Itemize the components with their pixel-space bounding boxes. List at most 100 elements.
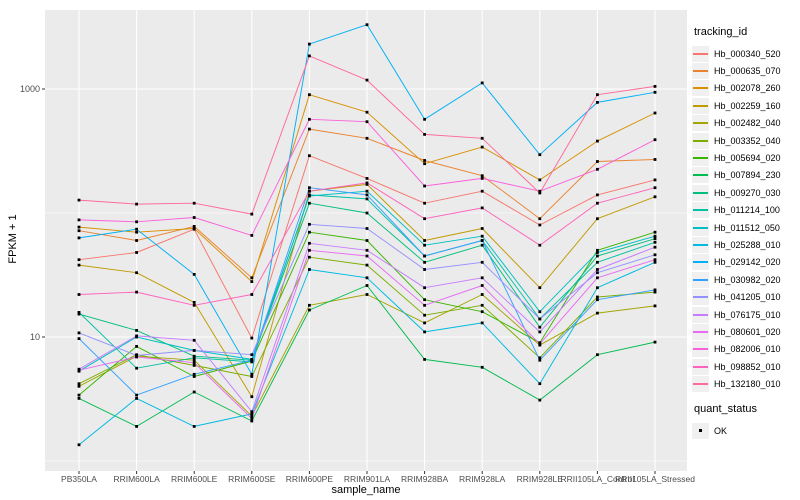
- data-point: [653, 85, 657, 88]
- data-point: [77, 258, 81, 262]
- data-point: [480, 177, 484, 180]
- legend-key-point: [692, 422, 709, 439]
- legend-item-label: Hb_003352_040: [714, 135, 781, 146]
- legend-key-color-line: [693, 139, 708, 142]
- data-point: [308, 248, 311, 252]
- data-point: [192, 338, 196, 342]
- data-point: [423, 321, 426, 325]
- data-point: [538, 342, 542, 346]
- legend-item: Hb_025288_010: [692, 236, 800, 253]
- data-point: [596, 248, 599, 252]
- data-point: [596, 298, 599, 302]
- legend-key-line: [692, 132, 709, 149]
- data-point: [653, 186, 657, 190]
- legend-item-label: Hb_098852_010: [714, 361, 781, 372]
- legend-item: Hb_132180_010: [692, 375, 800, 393]
- data-point: [135, 251, 138, 254]
- legend-key-color-line: [693, 313, 708, 316]
- data-point: [538, 330, 542, 334]
- data-point: [538, 243, 542, 247]
- legend-item: Hb_011512_050: [692, 219, 800, 236]
- data-point: [596, 254, 599, 258]
- data-point: [480, 243, 484, 247]
- legend-item-label: Hb_000340_520: [714, 48, 781, 59]
- data-point: [596, 311, 599, 315]
- data-point: [653, 195, 657, 199]
- legend-item-label: Hb_132180_010: [714, 379, 781, 390]
- legend-item: Hb_003352_040: [692, 132, 800, 149]
- data-point: [480, 206, 484, 210]
- data-point: [250, 410, 254, 414]
- data-point: [596, 295, 599, 299]
- x-tick-label: RRIM600LA: [113, 474, 160, 484]
- data-point: [480, 260, 484, 264]
- legend-key-color-line: [693, 52, 708, 55]
- x-tick-label: RRIM901LA: [343, 474, 391, 484]
- data-point: [365, 276, 369, 280]
- legend-item-label: Hb_011214_100: [714, 205, 780, 216]
- data-point: [538, 358, 542, 362]
- legend-item: Hb_009270_030: [692, 184, 800, 201]
- data-point: [308, 117, 311, 121]
- data-point: [250, 336, 254, 340]
- legend-key-color-line: [693, 243, 708, 246]
- legend-key-line: [692, 167, 709, 184]
- data-point: [135, 354, 138, 357]
- data-point: [308, 268, 311, 271]
- legend-item: Hb_002078_260: [692, 80, 800, 97]
- data-point: [250, 417, 254, 420]
- legend-item: Hb_082006_010: [692, 341, 800, 358]
- legend-gap: [692, 393, 800, 403]
- data-point: [77, 311, 81, 314]
- data-point: [653, 178, 657, 182]
- data-point: [77, 293, 81, 296]
- data-point: [365, 248, 369, 252]
- legend-item-label: Hb_076175_010: [714, 309, 781, 320]
- data-point: [538, 325, 542, 329]
- data-point: [423, 217, 426, 221]
- data-point: [596, 353, 599, 357]
- legend-key-line: [692, 150, 709, 167]
- data-point: [192, 303, 196, 307]
- data-point: [135, 329, 138, 332]
- data-point: [77, 443, 81, 447]
- legend-key-line: [692, 376, 709, 393]
- data-point: [77, 218, 81, 222]
- data-point: [596, 101, 599, 104]
- data-point: [308, 154, 311, 158]
- legend-key-color-line: [693, 296, 708, 299]
- data-point: [653, 288, 657, 292]
- data-point: [308, 127, 311, 131]
- data-point: [77, 263, 81, 267]
- data-point: [596, 160, 599, 163]
- data-point: [135, 227, 138, 231]
- legend-key-line: [692, 184, 709, 201]
- data-point: [192, 216, 196, 219]
- data-point: [250, 412, 254, 416]
- data-point: [250, 353, 254, 357]
- data-point: [423, 254, 426, 258]
- data-point: [250, 212, 254, 216]
- data-point: [596, 268, 599, 271]
- data-point: [480, 234, 484, 238]
- data-point: [480, 81, 484, 85]
- data-point: [653, 340, 657, 344]
- data-point: [653, 90, 657, 94]
- legend-item-label: Hb_025288_010: [714, 239, 781, 250]
- legend-item: Hb_000340_520: [692, 45, 800, 62]
- legend-key-color-line: [693, 261, 708, 264]
- data-point: [192, 301, 196, 304]
- data-point: [77, 225, 81, 229]
- legend-item-label: Hb_011512_050: [714, 222, 780, 233]
- data-point: [192, 201, 196, 205]
- data-point: [538, 382, 542, 386]
- x-tick-label: RRIM600PE: [285, 474, 334, 484]
- data-point: [365, 136, 369, 140]
- legend-item: Hb_005694_020: [692, 149, 800, 167]
- data-point: [135, 397, 138, 400]
- data-point: [135, 355, 138, 359]
- data-point: [480, 227, 484, 230]
- data-point: [653, 158, 657, 161]
- data-point: [192, 356, 196, 360]
- data-point: [365, 211, 369, 215]
